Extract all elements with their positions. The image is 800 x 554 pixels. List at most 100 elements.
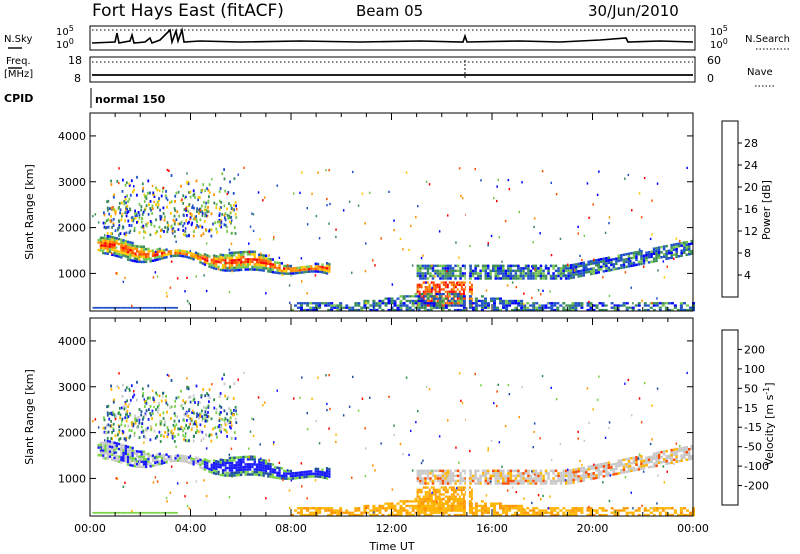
- heatmap-cell: [97, 511, 100, 514]
- heatmap-cell: [430, 299, 433, 303]
- heatmap-cell: [432, 504, 436, 508]
- heatmap-cell: [131, 464, 134, 467]
- heatmap-cell: [259, 238, 261, 241]
- heatmap-cell: [569, 269, 573, 272]
- heatmap-cell: [111, 440, 114, 444]
- heatmap-cell: [260, 261, 263, 264]
- heatmap-cell: [411, 264, 414, 267]
- heatmap-cell: [217, 258, 220, 261]
- heatmap-cell: [673, 257, 675, 260]
- heatmap-cell: [447, 292, 451, 296]
- heatmap-cell: [462, 297, 465, 300]
- heatmap-cell: [99, 451, 103, 454]
- heatmap-cell: [119, 208, 122, 212]
- heatmap-cell: [652, 507, 656, 510]
- heatmap-cell: [224, 466, 227, 470]
- heatmap-cell: [226, 461, 229, 465]
- heatmap-cell: [160, 457, 164, 460]
- heatmap-cell: [113, 236, 116, 239]
- heatmap-cell: [459, 513, 463, 517]
- heatmap-cell: [502, 509, 505, 512]
- heatmap-cell: [446, 469, 450, 473]
- heatmap-cell: [122, 251, 125, 255]
- heatmap-cell: [188, 396, 190, 399]
- heatmap-cell: [396, 509, 400, 512]
- heatmap-cell: [296, 271, 299, 275]
- heatmap-cell: [314, 262, 317, 266]
- heatmap-cell: [381, 308, 385, 312]
- heatmap-cell: [511, 507, 515, 510]
- heatmap-cell: [612, 473, 616, 476]
- heatmap-cell: [366, 511, 370, 514]
- heatmap-cell: [122, 383, 124, 387]
- heatmap-cell: [142, 245, 146, 248]
- y-tick-label: 3000: [58, 381, 86, 394]
- heatmap-cell: [535, 308, 539, 312]
- heatmap-cell: [164, 399, 167, 403]
- heatmap-cell: [187, 180, 190, 184]
- heatmap-cell: [339, 302, 343, 305]
- heatmap-cell: [567, 479, 570, 483]
- heatmap-cell: [185, 205, 188, 209]
- heatmap-cell: [160, 454, 164, 458]
- heatmap-cell: [255, 473, 259, 476]
- heatmap-cell: [542, 474, 545, 478]
- heatmap-cell: [116, 384, 119, 388]
- heatmap-cell: [592, 262, 595, 265]
- heatmap-cell: [125, 181, 128, 185]
- heatmap-cell: [590, 472, 593, 476]
- heatmap-cell: [552, 277, 555, 280]
- heatmap-cell: [246, 468, 250, 471]
- heatmap-cell: [435, 509, 439, 512]
- heatmap-cell: [124, 219, 126, 223]
- heatmap-cell: [221, 458, 225, 462]
- heatmap-cell: [672, 248, 676, 251]
- heatmap-cell: [384, 302, 388, 305]
- heatmap-cell: [375, 302, 379, 305]
- heatmap-cell: [107, 511, 111, 514]
- heatmap-cell: [641, 299, 643, 302]
- heatmap-cell: [444, 264, 447, 268]
- heatmap-cell: [378, 306, 382, 309]
- heatmap-cell: [132, 511, 136, 514]
- heatmap-cell: [113, 246, 116, 249]
- heatmap-cell: [438, 488, 441, 491]
- heatmap-cell: [532, 479, 535, 483]
- heatmap-cell: [217, 255, 220, 259]
- heatmap-cell: [132, 306, 136, 309]
- y-tick-label: 1000: [58, 267, 86, 280]
- heatmap-cell: [564, 474, 568, 478]
- heatmap-cell: [232, 397, 235, 400]
- heatmap-cell: [264, 196, 266, 199]
- heatmap-cell: [142, 415, 145, 419]
- heatmap-cell: [635, 456, 638, 459]
- heatmap-cell: [120, 246, 123, 249]
- heatmap-cell: [420, 500, 423, 503]
- heatmap-cell: [556, 308, 560, 312]
- heatmap-cell: [609, 269, 611, 272]
- heatmap-cell: [106, 250, 109, 253]
- heatmap-cell: [462, 304, 466, 307]
- heatmap-cell: [642, 257, 646, 260]
- heatmap-cell: [441, 297, 445, 300]
- heatmap-cell: [487, 244, 489, 247]
- heatmap-cell: [120, 253, 123, 257]
- heatmap-cell: [453, 509, 457, 512]
- heatmap-cell: [237, 468, 240, 472]
- heatmap-cell: [683, 246, 686, 249]
- power-colorbar-label: Power [dB]: [760, 180, 773, 240]
- heatmap-cell: [174, 209, 177, 212]
- heatmap-cell: [577, 232, 579, 235]
- heatmap-cell: [517, 509, 521, 512]
- heatmap-cell: [534, 482, 538, 485]
- heatmap-cell: [642, 464, 646, 468]
- heatmap-cell: [601, 513, 605, 517]
- heatmap-cell: [641, 504, 643, 507]
- heatmap-cell: [617, 254, 621, 257]
- heatmap-cell: [631, 511, 635, 514]
- heatmap-cell: [228, 269, 231, 272]
- heatmap-cell: [372, 308, 376, 312]
- heatmap-cell: [489, 477, 492, 480]
- heatmap-cell: [586, 507, 590, 510]
- heatmap-cell: [511, 299, 515, 303]
